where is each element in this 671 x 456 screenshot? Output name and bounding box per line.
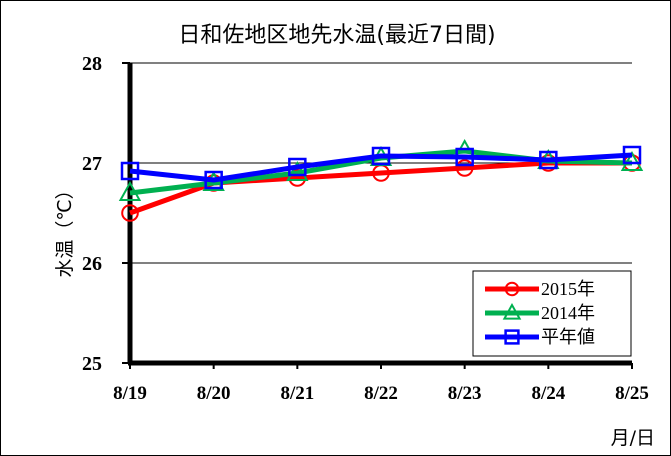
x-tick-label: 8/25	[615, 383, 649, 404]
point-square	[539, 150, 558, 170]
point-square	[622, 145, 642, 165]
x-tick-label: 8/24	[531, 383, 565, 404]
point-circle	[121, 204, 139, 222]
y-tick-label: 25	[82, 353, 102, 375]
point-circle	[455, 159, 474, 177]
legend-label: 平年値	[541, 327, 595, 347]
point-circle	[504, 281, 520, 297]
x-tick-label: 8/23	[448, 383, 482, 404]
y-tick-label: 26	[82, 253, 102, 275]
point-triangle	[118, 180, 142, 201]
y-tick-labels: 25 26 27 28	[82, 53, 102, 375]
series-line	[129, 152, 633, 183]
x-tick-labels: 8/19 8/20 8/21 8/22 8/23 8/24 8/25	[113, 383, 649, 404]
point-square	[288, 157, 307, 177]
y-axis-label: 水温（℃）	[54, 180, 76, 277]
x-tick-label: 8/22	[364, 383, 398, 404]
series	[120, 145, 642, 190]
x-tick-label: 8/19	[113, 383, 147, 404]
point-square	[120, 161, 140, 181]
point-square	[455, 147, 474, 167]
y-tick-label: 28	[82, 53, 102, 75]
chart-title: 日和佐地区地先水温(最近7日間)	[178, 23, 495, 48]
x-axis-label: 月/日	[611, 427, 655, 449]
legend-label: 2015年	[541, 279, 595, 299]
axes	[122, 62, 633, 369]
x-tick-label: 8/20	[197, 383, 231, 404]
point-square	[371, 146, 391, 166]
legend-item: 平年値	[485, 327, 595, 347]
legend-item: 2015年	[485, 279, 595, 299]
point-square	[204, 170, 223, 190]
point-square	[504, 329, 520, 345]
legend-item: 2014年	[485, 302, 595, 323]
series-group	[118, 138, 644, 222]
x-tick-label: 8/21	[280, 383, 314, 404]
point-triangle	[502, 302, 522, 320]
y-tick-label: 27	[82, 153, 102, 175]
legend-label: 2014年	[541, 303, 595, 323]
point-triangle	[286, 160, 309, 181]
point-triangle	[620, 150, 644, 171]
